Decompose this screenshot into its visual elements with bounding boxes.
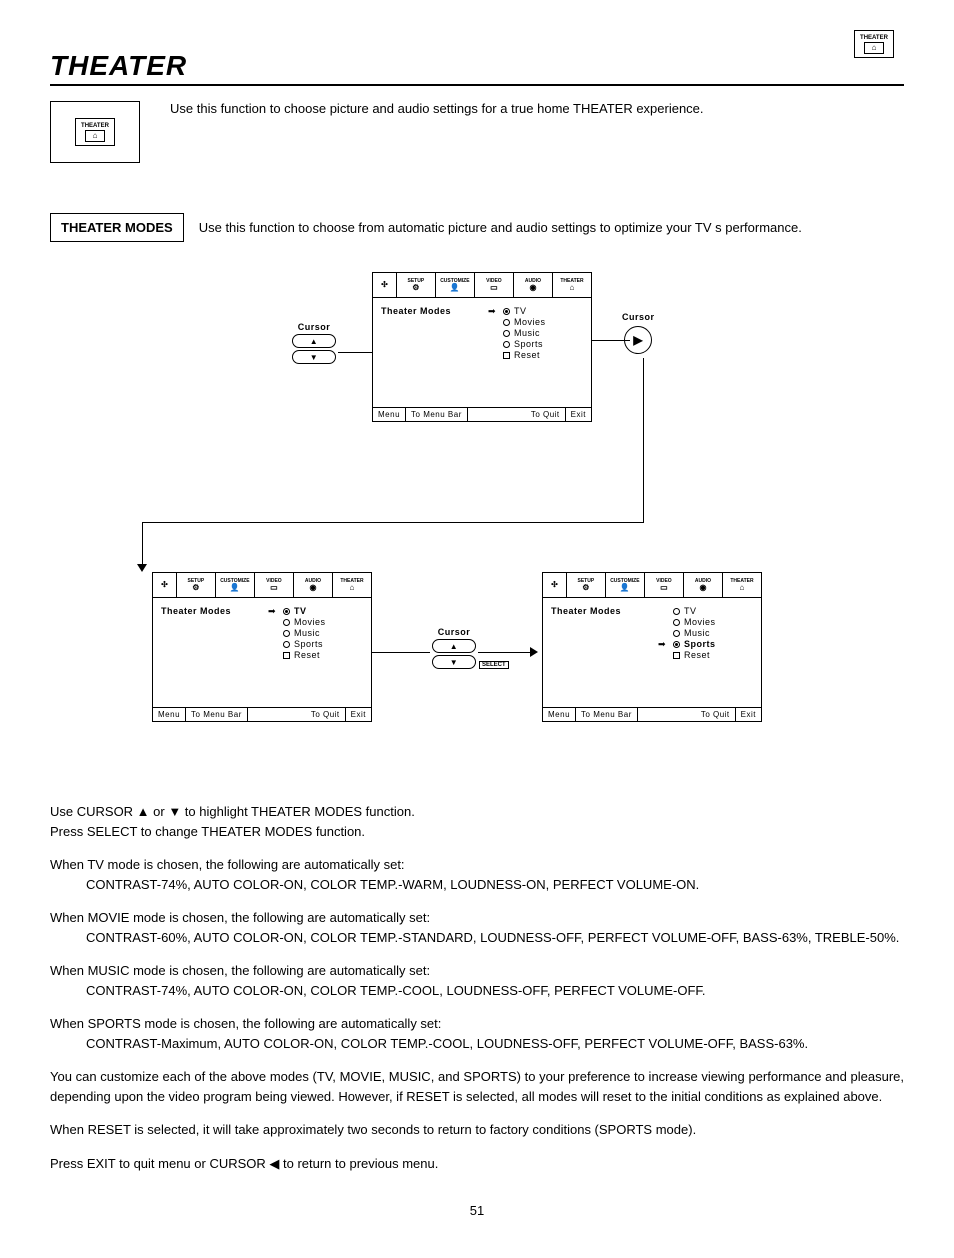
mode-text: Use this function to choose from automat… — [199, 220, 802, 235]
page-title: THEATER — [50, 50, 904, 82]
cursor-up-button[interactable]: ▲ — [292, 334, 336, 348]
cursor-right-top: Cursor ▶ — [622, 312, 655, 358]
arrow-right-icon: ➡ — [268, 606, 276, 617]
theater-modes-label: THEATER MODES — [50, 213, 184, 242]
tab-setup: SETUP⚙ — [397, 273, 436, 297]
menu-tabs: ✣ SETUP⚙ CUSTOMIZE👤 VIDEO▭ AUDIO◉ THEATE… — [372, 272, 592, 298]
menu-label: Theater Modes — [381, 306, 451, 316]
badge-label: THEATER — [81, 123, 109, 129]
menu-box-bottom-left: ✣ SETUP⚙ CUSTOMIZE👤 VIDEO▭ AUDIO◉ THEATE… — [152, 572, 372, 722]
tab-audio: AUDIO◉ — [514, 273, 553, 297]
intro-badge-box: THEATER ⌂ — [50, 101, 140, 163]
menu-tabs: ✣ SETUP⚙ CUSTOMIZE👤 VIDEO▭ AUDIO◉ THEATE… — [152, 572, 372, 598]
menu-options: TV Movies Music Sports Reset — [503, 306, 546, 361]
theater-icon: ⌂ — [864, 42, 884, 54]
menu-footer: Menu To Menu Bar To Quit Exit — [372, 408, 592, 422]
select-button[interactable]: SELECT — [479, 661, 509, 669]
cursor-updown-bottom: Cursor ▲ ▼ — [432, 627, 476, 671]
intro-text: Use this function to choose picture and … — [170, 101, 704, 116]
menu-box-bottom-right: ✣ SETUP⚙ CUSTOMIZE👤 VIDEO▭ AUDIO◉ THEATE… — [542, 572, 762, 722]
radio-icon — [503, 319, 510, 326]
cursor-up-button[interactable]: ▲ — [432, 639, 476, 653]
badge-label: THEATER — [860, 35, 888, 41]
theater-badge-top: THEATER ⌂ — [854, 30, 894, 58]
tab-gear: ✣ — [373, 273, 397, 297]
diagram-area: ✣ SETUP⚙ CUSTOMIZE👤 VIDEO▭ AUDIO◉ THEATE… — [52, 272, 902, 782]
square-icon — [503, 352, 510, 359]
radio-icon — [503, 308, 510, 315]
tab-theater: THEATER⌂ — [553, 273, 591, 297]
page-number: 51 — [50, 1203, 904, 1218]
body-text: Use CURSOR ▲ or ▼ to highlight THEATER M… — [50, 802, 904, 1173]
radio-icon — [503, 330, 510, 337]
radio-icon — [503, 341, 510, 348]
cursor-down-button[interactable]: ▼ — [292, 350, 336, 364]
menu-box-top: ✣ SETUP⚙ CUSTOMIZE👤 VIDEO▭ AUDIO◉ THEATE… — [372, 272, 592, 422]
cursor-updown-top: Cursor ▲ ▼ — [292, 322, 336, 366]
arrow-right-icon: ➡ — [488, 306, 496, 317]
cursor-down-button[interactable]: ▼ — [432, 655, 476, 669]
tab-customize: CUSTOMIZE👤 — [436, 273, 475, 297]
theater-icon: ⌂ — [85, 130, 105, 142]
arrow-right-icon: ➡ — [658, 639, 666, 650]
title-rule — [50, 84, 904, 86]
tab-video: VIDEO▭ — [475, 273, 514, 297]
